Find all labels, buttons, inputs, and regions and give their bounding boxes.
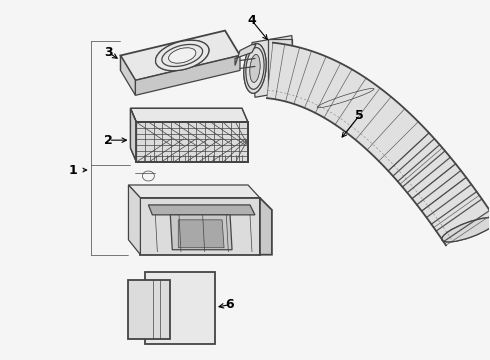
Polygon shape <box>121 31 240 80</box>
Text: 1: 1 <box>68 163 77 176</box>
Text: 5: 5 <box>355 109 364 122</box>
Polygon shape <box>130 108 248 122</box>
Ellipse shape <box>155 40 209 71</box>
Text: 4: 4 <box>247 14 256 27</box>
Ellipse shape <box>250 54 260 82</box>
Text: 6: 6 <box>226 298 234 311</box>
Polygon shape <box>171 215 232 250</box>
Polygon shape <box>267 43 490 246</box>
Polygon shape <box>135 55 240 95</box>
Polygon shape <box>252 36 295 97</box>
Ellipse shape <box>442 218 490 242</box>
Ellipse shape <box>244 44 266 93</box>
Polygon shape <box>146 272 215 345</box>
Ellipse shape <box>155 40 209 71</box>
Text: 3: 3 <box>104 46 113 59</box>
Polygon shape <box>128 185 260 198</box>
Ellipse shape <box>442 218 490 242</box>
Ellipse shape <box>169 48 196 63</box>
Polygon shape <box>128 185 141 255</box>
Polygon shape <box>141 198 260 255</box>
Text: 2: 2 <box>104 134 113 147</box>
Ellipse shape <box>250 54 260 82</box>
Polygon shape <box>136 122 248 162</box>
Polygon shape <box>235 45 256 66</box>
Polygon shape <box>178 220 224 248</box>
Ellipse shape <box>169 48 196 63</box>
Polygon shape <box>260 198 272 255</box>
Ellipse shape <box>244 44 266 93</box>
Polygon shape <box>148 205 255 215</box>
Polygon shape <box>121 55 135 95</box>
Bar <box>268 39 292 93</box>
Polygon shape <box>128 280 171 339</box>
Polygon shape <box>130 108 136 162</box>
